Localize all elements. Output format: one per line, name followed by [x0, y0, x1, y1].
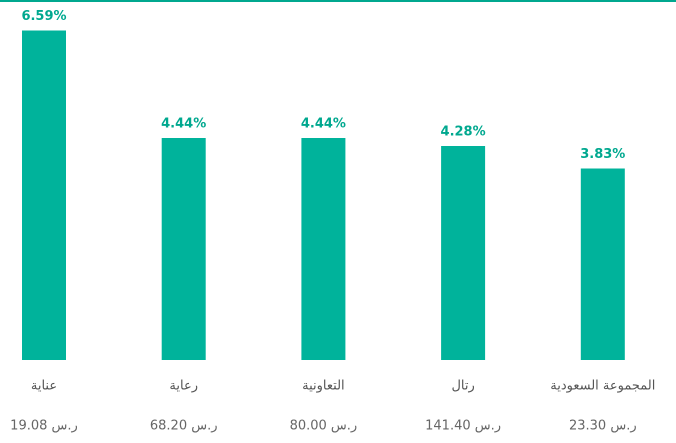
category-label: التعاونية — [302, 379, 345, 394]
value-label: 3.83% — [580, 147, 625, 162]
price-label: ر.س 68.20 — [150, 419, 218, 434]
category-label: المجموعة السعودية — [550, 379, 655, 394]
value-label: 6.59% — [21, 9, 66, 24]
bar — [580, 168, 625, 360]
value-label: 4.28% — [441, 125, 486, 140]
price-label: ر.س 141.40 — [425, 419, 501, 434]
bar — [22, 30, 66, 360]
value-label: 4.44% — [301, 117, 346, 132]
bar — [441, 146, 486, 360]
category-label: عناية — [31, 379, 57, 394]
price-label: ر.س 80.00 — [290, 419, 358, 434]
value-label: 4.44% — [161, 117, 206, 132]
price-label: ر.س 19.08 — [10, 419, 78, 434]
category-label: رعاية — [169, 379, 198, 394]
price-label: ر.س 23.30 — [569, 419, 637, 434]
bar — [161, 138, 206, 360]
bar — [301, 138, 346, 360]
category-label: رتال — [451, 379, 474, 394]
